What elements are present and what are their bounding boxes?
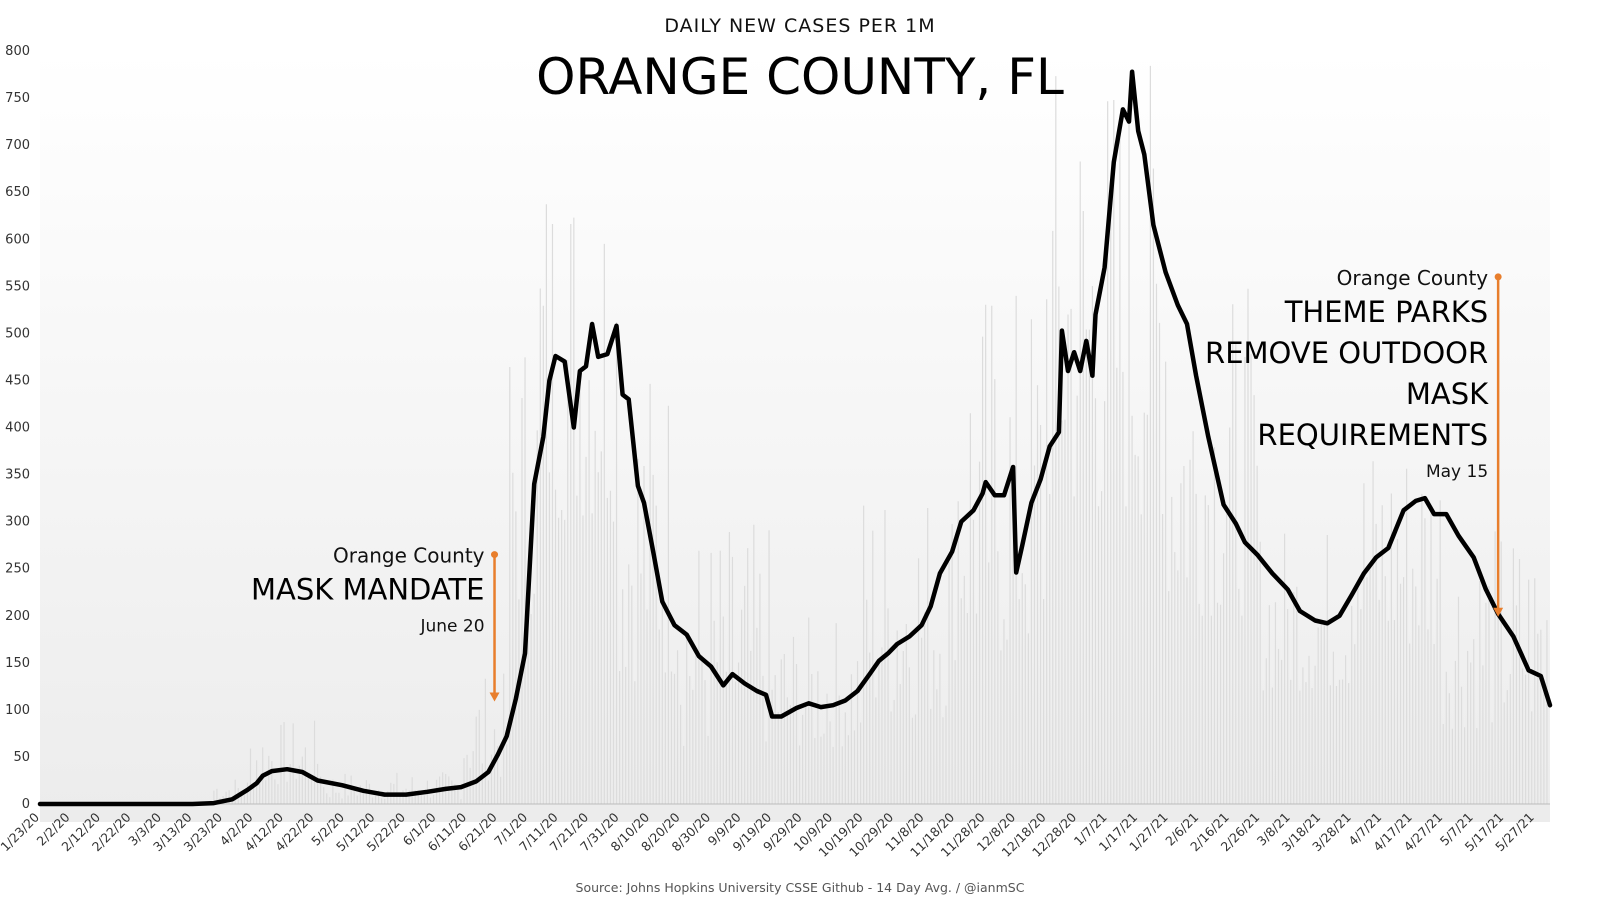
annotation-label-main: MASK: [1406, 377, 1489, 411]
y-tick-label: 300: [5, 515, 30, 530]
bars-layer: [213, 65, 1548, 804]
series-line: [37, 69, 1553, 807]
y-tick-label: 150: [5, 656, 30, 671]
y-tick-label: 350: [5, 468, 30, 483]
y-tick-label: 500: [5, 326, 30, 341]
annotation-label-main: REQUIREMENTS: [1257, 418, 1488, 452]
annotations: Orange County MASK MANDATE June 20 Orange C…: [251, 266, 1504, 702]
annotation-label-date: May 15: [1426, 462, 1488, 482]
y-tick-label: 0: [22, 797, 30, 812]
annotation-label-top: Orange County: [333, 544, 485, 568]
annotation-label-main: REMOVE OUTDOOR: [1205, 336, 1488, 370]
annotation-arrowhead: [489, 692, 500, 702]
annotation-label-date: June 20: [419, 617, 484, 637]
chart-title: ORANGE COUNTY, FL: [536, 48, 1064, 106]
y-tick-label: 400: [5, 421, 30, 436]
y-tick-label: 600: [5, 232, 30, 247]
annotation-label-main: MASK MANDATE: [251, 573, 485, 607]
y-tick-label: 550: [5, 279, 30, 294]
plot-background: [40, 51, 1550, 822]
y-tick-label: 700: [5, 138, 30, 153]
source-note: Source: Johns Hopkins University CSSE Gi…: [576, 880, 1025, 895]
y-tick-label: 750: [5, 91, 30, 106]
y-tick-label: 650: [5, 185, 30, 200]
annotation-dot: [491, 551, 499, 559]
annotation-arrowhead: [1493, 607, 1504, 617]
chart-supertitle: DAILY NEW CASES PER 1M: [664, 15, 935, 37]
annotation-label-top: Orange County: [1337, 266, 1489, 290]
x-tick-label: 1/23/20: [0, 809, 42, 854]
annotation-label-main: THEME PARKS: [1284, 295, 1488, 329]
y-tick-label: 50: [13, 750, 30, 765]
y-axis: 0 50 100 150 200 250 300 350 400 450 500 550 600 650 7…: [5, 44, 30, 812]
y-tick-label: 250: [5, 562, 30, 577]
y-tick-label: 450: [5, 373, 30, 388]
annotation-dot: [1494, 273, 1502, 281]
y-tick-label: 200: [5, 609, 30, 624]
y-tick-label: 800: [5, 44, 30, 59]
y-tick-label: 100: [5, 703, 30, 718]
